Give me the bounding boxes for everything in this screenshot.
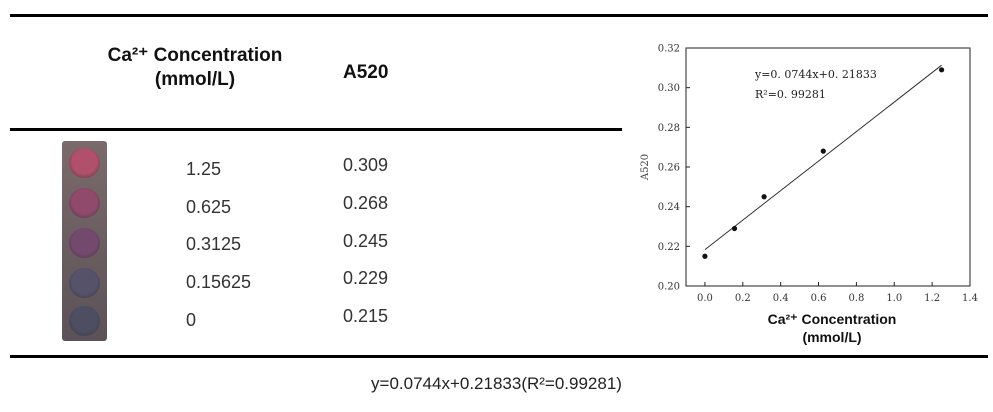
x-tick-label: 1.2	[924, 293, 940, 304]
table-bottom-rule	[10, 355, 988, 358]
data-point	[731, 225, 738, 232]
data-point	[761, 194, 767, 200]
well-2	[69, 188, 100, 218]
y-tick-label: 0.30	[658, 83, 680, 94]
regression-formula: y=0.0744x+0.21833(R²=0.99281)	[371, 374, 622, 393]
x-tick-label: 0.8	[848, 293, 864, 304]
conc-cell: 1.25	[186, 159, 222, 179]
header-concentration-unit: (mmol/L)	[154, 69, 236, 90]
y-tick-label: 0.26	[658, 163, 680, 174]
header-concentration-label: Ca²⁺ Concentration	[107, 45, 283, 66]
conc-cell: 0	[186, 310, 197, 330]
abs-cell: 0.309	[343, 155, 389, 175]
table-header-rule	[10, 128, 622, 131]
y-axis-label: A520	[640, 154, 651, 181]
y-tick-label: 0.28	[658, 123, 680, 134]
x-tick-label: 1.0	[886, 293, 902, 304]
data-point	[820, 148, 826, 154]
well-3	[69, 228, 100, 258]
well-strip-image	[62, 141, 107, 341]
y-tick-label: 0.32	[658, 44, 680, 55]
data-point	[702, 253, 708, 259]
y-tick-label: 0.24	[658, 202, 680, 213]
x-tick-label: 0.4	[773, 293, 789, 304]
x-tick-label: 0.2	[735, 293, 751, 304]
chart-svg: 0.20 0.22 0.24 0.26 0.28 0.30 0.32 0.0 0.2 0.4 0.6…	[640, 44, 978, 305]
well-5	[69, 306, 100, 336]
data-point	[939, 67, 945, 73]
abs-cell: 0.245	[343, 231, 389, 251]
y-tick-label: 0.20	[658, 282, 680, 293]
well-1	[69, 148, 100, 178]
table-top-rule	[10, 14, 988, 17]
abs-cell: 0.229	[343, 268, 389, 288]
fit-line	[704, 64, 942, 251]
calibration-chart: 0.20 0.22 0.24 0.26 0.28 0.30 0.32 0.0 0.2 0.4 0.6…	[622, 36, 990, 356]
abs-cell: 0.215	[343, 306, 389, 326]
x-tick-label: 1.4	[962, 293, 978, 304]
x-axis-unit: (mmol/L)	[802, 329, 862, 345]
conc-cell: 0.625	[186, 197, 232, 217]
header-concentration: Ca²⁺ Concentration (mmol/L)	[80, 44, 310, 92]
conc-cell: 0.15625	[186, 272, 252, 292]
plot-frame	[685, 47, 971, 287]
x-tick-label: 0.6	[811, 293, 827, 304]
x-axis-label: Ca²⁺ Concentration	[767, 311, 897, 327]
x-tick-label: 0.0	[697, 293, 713, 304]
abs-cell: 0.268	[343, 193, 389, 213]
y-tick-label: 0.22	[658, 242, 680, 253]
fit-equation-annotation: y=0. 0744x+0. 21833	[754, 68, 877, 81]
header-a520: A520	[343, 62, 389, 83]
well-4	[69, 268, 100, 298]
x-axis-title: Ca²⁺ Concentration (mmol/L)	[702, 310, 962, 346]
conc-cell: 0.3125	[186, 234, 242, 254]
r-squared-annotation: R²=0. 99281	[755, 88, 826, 101]
